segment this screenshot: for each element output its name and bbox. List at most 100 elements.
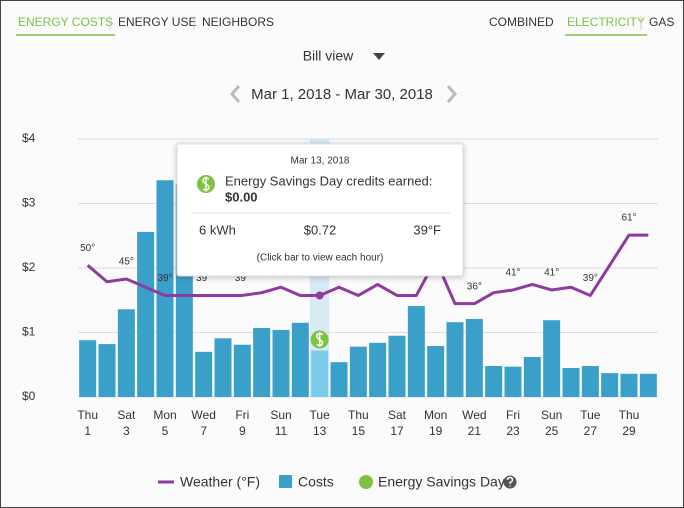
tab[interactable]: NEIGHBORS [202,15,274,29]
legend: Weather (°F) Costs Energy Savings Day [158,474,517,490]
tab[interactable]: ELECTRICITY [567,15,645,29]
legend-label: Costs [298,474,334,490]
x-tick-label: 27 [584,424,598,438]
x-tick-label: Wed [191,408,215,422]
tooltip-box [176,143,464,277]
x-tick-label: Wed [462,408,486,422]
tooltip-temperature: 39°F [413,222,441,237]
tooltip-cost: $0.72 [304,222,337,237]
x-tick-label: 17 [390,424,404,438]
temperature-label: 61° [621,213,636,224]
tooltip-date: Mar 13, 2018 [291,156,350,167]
y-tick-label: $3 [22,196,36,210]
x-tick-label: Mon [153,408,176,422]
tooltip-usage: 6 kWh [199,222,236,237]
x-tick-label: Sat [388,408,407,422]
x-tick-label: 29 [622,424,636,438]
x-tick-label: 13 [313,424,327,438]
bar[interactable] [407,306,425,397]
x-tick-label: 19 [429,424,443,438]
bar[interactable] [446,322,464,397]
tooltip-credit: $0.00 [225,189,258,204]
x-tick-label: 21 [468,424,482,438]
bar[interactable] [214,338,232,397]
y-tick-label: $4 [22,131,36,145]
temperature-label: 39° [196,273,211,284]
bar[interactable] [562,367,580,397]
bar[interactable] [233,344,251,397]
tooltip-hint: (Click bar to view each hour) [257,253,384,264]
bar[interactable] [601,373,619,397]
x-tick-label: 9 [239,424,246,438]
temperature-label: 39° [157,273,172,284]
x-tick-label: 7 [200,424,207,438]
bar[interactable] [311,350,329,397]
y-tick-label: $1 [22,325,36,339]
temperature-label: 39° [583,273,598,284]
bar[interactable] [253,327,271,397]
header: ENERGY COSTS ENERGY USE NEIGHBORS COMBINED E… [16,15,674,36]
x-tick-label: 1 [84,424,91,438]
y-tick-label: $0 [22,389,36,403]
dropdown-caret[interactable] [373,53,385,60]
bar[interactable] [523,357,541,397]
bar[interactable] [543,320,561,397]
x-tick-label: 3 [123,424,130,438]
bar[interactable] [330,362,348,397]
temperature-label: 39° [235,273,250,284]
weather-point [315,291,324,300]
dollar-glyph [316,332,324,348]
bar[interactable] [504,366,522,397]
bar[interactable] [272,329,290,397]
bar[interactable] [620,373,638,397]
x-tick-label: Thu [348,408,369,422]
bar[interactable] [349,346,367,397]
bar[interactable] [485,366,503,397]
x-tick-label: Mon [424,408,447,422]
next-arrow[interactable] [446,85,457,103]
tab[interactable]: GAS [649,15,674,29]
help-glyph[interactable] [506,476,514,487]
tab[interactable]: ENERGY COSTS [18,15,113,29]
x-tick-label: Tue [310,408,331,422]
tab[interactable]: COMBINED [489,15,554,29]
bar[interactable] [388,335,406,397]
x-tick-label: Thu [77,408,98,422]
temperature-label: 36° [467,281,482,292]
bar[interactable] [137,231,155,397]
temperature-label: 50° [80,243,95,254]
bar[interactable] [117,309,135,397]
temperature-label: 41° [505,268,520,279]
x-tick-label: Thu [619,408,640,422]
bar[interactable] [639,373,657,397]
bar[interactable] [581,366,599,397]
bar[interactable] [156,180,174,397]
x-tick-label: Fri [506,408,520,422]
weather-line [86,233,649,306]
x-tick-label: 5 [162,424,169,438]
x-tick-label: 23 [506,424,520,438]
x-tick-label: Tue [580,408,601,422]
period: Mar 1, 2018 - Mar 30, 2018 [251,86,433,103]
bar[interactable] [465,318,483,397]
prev-arrow[interactable] [230,85,241,103]
view-selector[interactable]: Bill view [303,48,354,64]
dollar-glyph [202,176,210,192]
bar[interactable] [98,344,116,397]
bar[interactable] [291,322,309,397]
bar[interactable] [427,346,445,397]
bar[interactable] [369,342,387,397]
tooltip-headline: Energy Savings Day credits earned: [225,173,432,188]
bar[interactable] [195,351,213,397]
tab[interactable]: ENERGY USE [118,15,196,29]
temperature-label: 45° [119,257,134,268]
bar[interactable] [79,340,97,397]
x-tick-label: 11 [275,424,288,438]
x-tick-label: Sun [270,408,291,422]
x-tick-label: Fri [235,408,249,422]
temperature-label: 41° [544,268,559,279]
y-tick-label: $2 [22,260,36,274]
x-tick-label: Sat [117,408,136,422]
x-tick-label: Sun [541,408,562,422]
